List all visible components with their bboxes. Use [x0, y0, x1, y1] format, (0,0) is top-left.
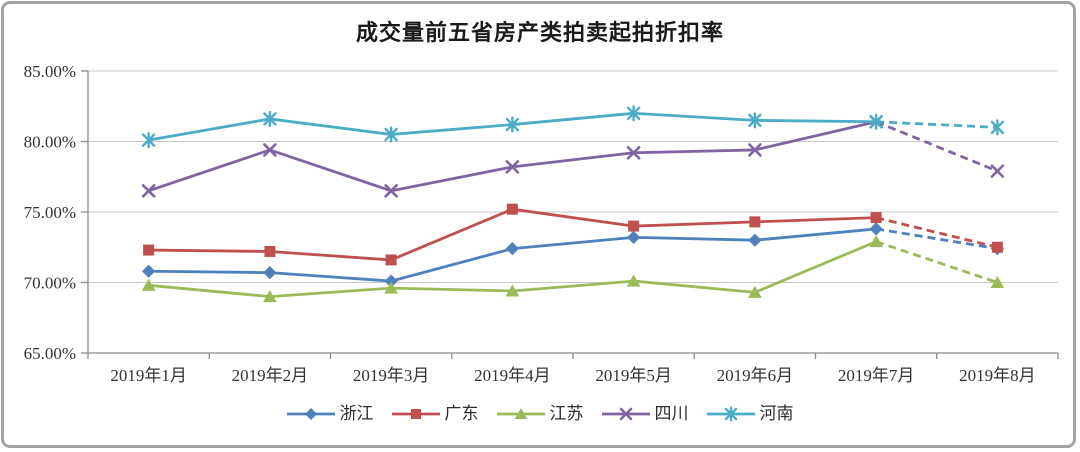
point-jiangsu-5 [748, 285, 762, 298]
point-jiangsu-3 [505, 284, 520, 297]
series-henan [141, 105, 1005, 149]
point-henan-7 [990, 119, 1005, 136]
x-marker-icon [601, 407, 650, 420]
series-forecast-line-zhejiang [875, 227, 998, 251]
point-sichuan-4 [626, 145, 641, 160]
point-zhejiang-5 [748, 233, 762, 247]
point-guangdong-3 [506, 203, 518, 215]
series-jiangsu [141, 235, 1005, 303]
point-zhejiang-2 [384, 274, 398, 288]
x-axis-labels: 2019年1月 2019年2月 2019年3月 2019年4月 2019年5月 2019年… [110, 366, 1035, 385]
point-henan-4 [626, 105, 641, 122]
series-guangdong [143, 203, 1003, 266]
y-axis-labels: 85.00% 80.00% 75.00% 70.00% 65.00% [24, 62, 76, 363]
point-henan-5 [748, 112, 762, 129]
point-zhejiang-1 [263, 266, 277, 280]
star-marker-icon [706, 406, 755, 421]
legend-marker-zhejiang [304, 407, 317, 420]
point-sichuan-5 [748, 143, 762, 157]
point-jiangsu-2 [384, 281, 398, 294]
point-guangdong-6 [870, 212, 882, 224]
series-forecast-line-sichuan [875, 120, 998, 173]
point-sichuan-3 [505, 160, 520, 174]
point-sichuan-2 [384, 184, 398, 198]
triangle-marker-icon [496, 407, 545, 419]
x-tick-label: 2019年4月 [474, 366, 551, 385]
point-henan-1 [263, 110, 277, 128]
x-tick-label: 2019年7月 [838, 366, 915, 385]
legend-item-sichuan: 四川 [601, 404, 689, 423]
point-sichuan-7 [990, 164, 1005, 178]
point-jiangsu-1 [263, 290, 277, 303]
series-forecast-line-henan [876, 120, 998, 129]
point-zhejiang-0 [142, 264, 156, 278]
point-guangdong-1 [264, 245, 276, 257]
chart-legend: 浙江 广东 江苏 四川 河南 [0, 405, 1080, 422]
series-sichuan [141, 114, 1005, 198]
point-henan-2 [384, 126, 398, 143]
point-zhejiang-4 [627, 230, 641, 244]
series-forecast-line-jiangsu [875, 240, 998, 284]
x-tick-label: 2019年8月 [959, 366, 1036, 385]
series-forecast-line-guangdong [875, 216, 998, 249]
point-zhejiang-6 [869, 222, 883, 236]
point-henan-3 [505, 116, 520, 133]
legend-item-jiangsu: 江苏 [496, 404, 584, 423]
point-guangdong-7 [991, 241, 1003, 253]
x-tick-label: 2019年6月 [717, 366, 794, 385]
square-marker-icon [391, 408, 440, 419]
x-tick-label: 2019年3月 [353, 366, 430, 385]
point-jiangsu-6 [869, 235, 883, 248]
point-jiangsu-7 [990, 275, 1005, 288]
legend-marker-sichuan [619, 407, 632, 420]
y-tick-label: 75.00% [24, 203, 76, 222]
point-henan-6 [869, 113, 883, 130]
legend-item-henan: 河南 [706, 404, 794, 423]
x-tick-label: 2019年5月 [595, 366, 672, 385]
y-tick-label: 70.00% [24, 274, 76, 293]
point-jiangsu-4 [626, 274, 641, 287]
y-tick-label: 65.00% [24, 344, 76, 363]
legend-marker-henan [724, 406, 737, 421]
diamond-marker-icon [286, 407, 335, 420]
point-jiangsu-0 [141, 278, 156, 291]
gridlines [88, 70, 1058, 283]
legend-label-henan: 河南 [759, 404, 794, 423]
legend-marker-guangdong [410, 408, 421, 419]
legend-marker-jiangsu [514, 407, 527, 419]
legend-item-guangdong: 广东 [391, 404, 479, 423]
point-guangdong-4 [628, 220, 640, 232]
point-henan-0 [141, 132, 156, 149]
x-tick-label: 2019年1月 [110, 366, 187, 385]
y-tick-label: 80.00% [24, 133, 76, 152]
chart-title: 成交量前五省房产类拍卖起拍折扣率 [355, 20, 724, 45]
point-zhejiang-3 [505, 242, 519, 256]
point-guangdong-2 [385, 254, 397, 266]
point-sichuan-0 [141, 184, 156, 198]
legend-label-sichuan: 四川 [654, 404, 689, 423]
axes [81, 70, 1059, 359]
legend-label-jiangsu: 江苏 [549, 404, 584, 423]
point-guangdong-0 [143, 244, 155, 256]
legend-item-zhejiang: 浙江 [286, 404, 374, 423]
legend-label-zhejiang: 浙江 [339, 404, 374, 423]
legend-label-guangdong: 广东 [444, 404, 479, 423]
x-tick-label: 2019年2月 [232, 366, 309, 385]
point-sichuan-1 [263, 143, 277, 157]
y-tick-label: 85.00% [24, 62, 76, 81]
point-guangdong-5 [749, 216, 761, 228]
